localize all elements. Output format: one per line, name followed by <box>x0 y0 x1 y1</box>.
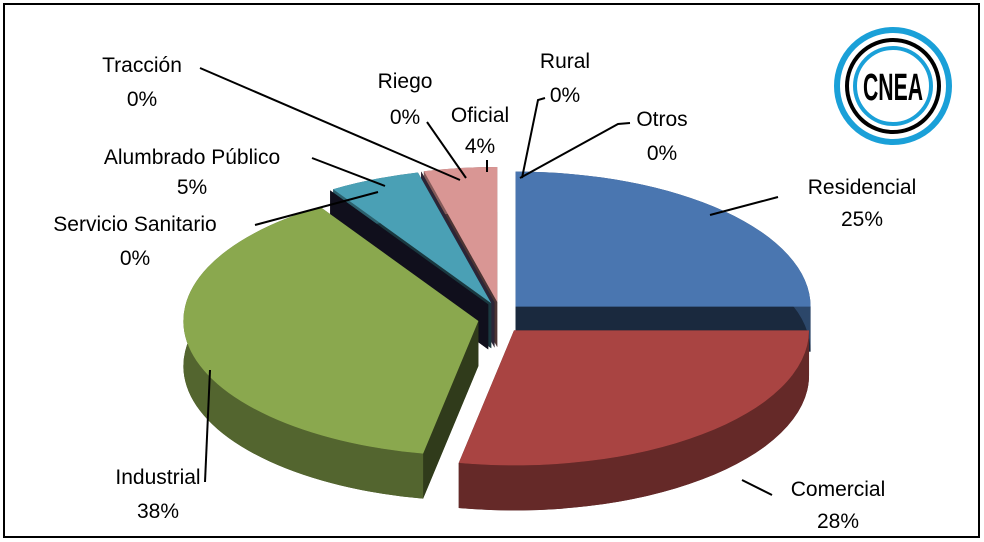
slice-wall <box>423 321 479 499</box>
leader-line <box>426 121 467 179</box>
slice-label: Industrial <box>115 466 200 489</box>
slice-value-label: 0% <box>550 84 580 107</box>
slice-value-label: 0% <box>390 106 420 129</box>
slice-value-label: 5% <box>177 176 207 199</box>
leader-line <box>204 369 211 483</box>
logo: CNEA <box>834 27 952 145</box>
slice-label: Riego <box>378 70 433 93</box>
slice-label: Rural <box>540 50 590 73</box>
slice <box>333 172 492 304</box>
slice-label: Tracción <box>102 54 182 77</box>
slice <box>458 330 810 466</box>
slice <box>183 207 479 454</box>
slice-label: Alumbrado Público <box>104 146 280 169</box>
leader-line <box>741 479 773 496</box>
slice-value-label: 25% <box>841 208 883 231</box>
slice-value-label: 0% <box>127 88 157 111</box>
logo-text: CNEA <box>863 67 923 109</box>
leader-line <box>199 67 461 181</box>
logo-ring <box>853 46 933 126</box>
slice-value-label: 4% <box>465 135 495 158</box>
slice-value-label: 0% <box>120 247 150 270</box>
slice-side <box>458 330 810 511</box>
slice-label: Residencial <box>808 176 917 199</box>
slice-value-label: 28% <box>817 510 859 533</box>
leader-line <box>254 191 379 226</box>
slice <box>515 171 811 307</box>
leader-line <box>311 157 386 187</box>
leader-line <box>709 196 779 216</box>
slice-label: Otros <box>636 108 687 131</box>
leader-line <box>519 122 631 179</box>
slice-label: Oficial <box>451 104 509 127</box>
slice-label: Servicio Sanitario <box>53 213 216 236</box>
slice <box>421 171 495 303</box>
slice-label: Comercial <box>791 478 886 501</box>
slice <box>423 167 498 303</box>
slice-value-label: 0% <box>647 142 677 165</box>
slice-value-label: 38% <box>137 500 179 523</box>
leader-line <box>521 97 546 179</box>
